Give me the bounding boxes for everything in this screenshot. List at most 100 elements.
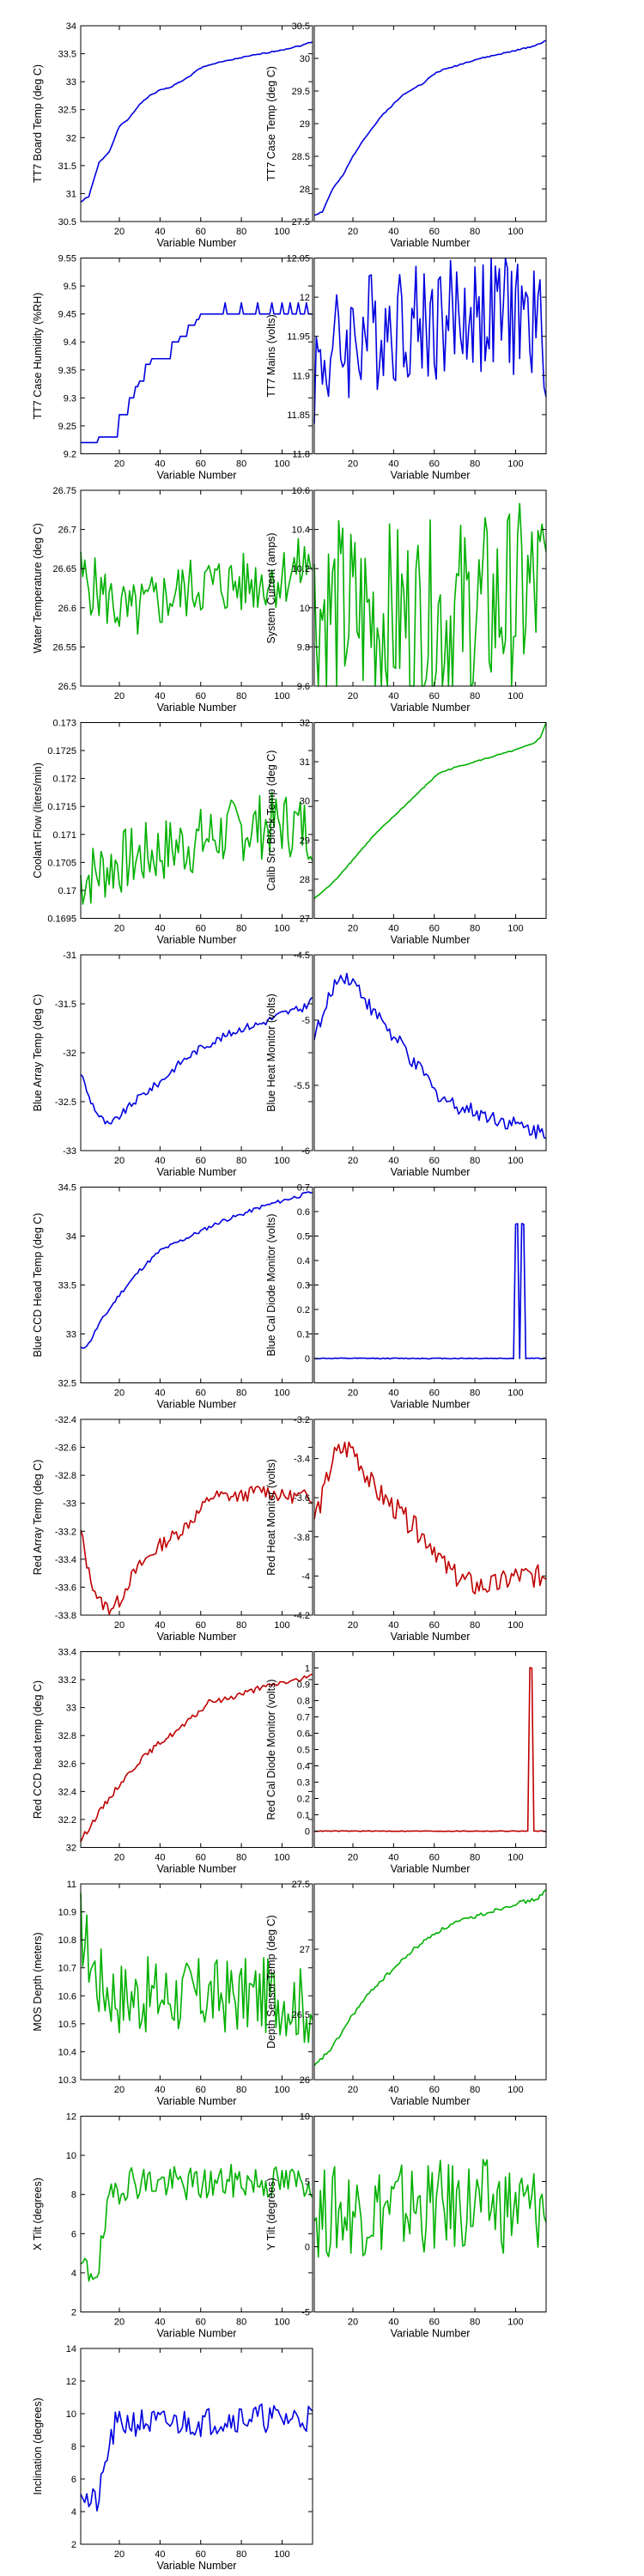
chart-panel-21: 20 40 60 80 100 2 4 6 8 10 12 14 Variable Number Incl… [32, 2344, 313, 2572]
y-axis-label: Blue Heat Monitor (volts) [265, 993, 277, 1112]
x-axis-label: Variable Number [391, 2095, 471, 2107]
x-axis-label: Variable Number [157, 1166, 237, 1178]
y-tick-label: 29 [300, 119, 310, 130]
y-tick-label: 0 [305, 1354, 310, 1364]
y-tick-label: 10.8 [58, 1935, 76, 1946]
x-tick-label: 60 [429, 691, 440, 702]
y-tick-label: 27.5 [292, 217, 310, 228]
plot-frame [313, 1883, 547, 2081]
x-tick-label: 100 [274, 1388, 289, 1399]
y-tick-label: 0.1715 [47, 802, 76, 812]
x-tick-label: 80 [470, 1620, 480, 1631]
y-tick-label: 32.4 [58, 1787, 76, 1797]
y-tick-label: 4 [71, 2269, 76, 2279]
y-tick-label: 34.5 [58, 1183, 76, 1194]
y-tick-label: 0.171 [52, 830, 76, 841]
y-tick-label: 12 [66, 2377, 76, 2387]
y-tick-label: 0 [305, 1827, 310, 1838]
x-tick-label: 20 [348, 1156, 358, 1166]
y-tick-label: -4.2 [294, 1611, 310, 1621]
y-tick-label: 31.5 [58, 161, 76, 172]
y-tick-label: 26.55 [52, 642, 76, 653]
y-tick-label: 0 [305, 2243, 310, 2253]
x-tick-label: 40 [155, 1388, 165, 1399]
y-tick-label: 5 [305, 2178, 310, 2188]
x-tick-label: 60 [429, 2085, 440, 2095]
y-tick-label: 9.35 [58, 366, 76, 376]
y-tick-label: 33 [66, 1704, 76, 1714]
chart-panel-2: 20 40 60 80 10027.52828.52929.53030.5Variabl… [265, 21, 547, 249]
y-tick-label: 33.2 [58, 1675, 76, 1686]
plot-frame [313, 1651, 547, 1848]
x-tick-label: 40 [388, 691, 398, 702]
x-tick-label: 20 [114, 2318, 125, 2328]
y-axis-label: TT7 Case Temp (deg C) [265, 66, 277, 181]
series-line [80, 791, 313, 905]
x-tick-label: 20 [348, 1388, 358, 1399]
x-axis-label: Variable Number [391, 1166, 471, 1178]
y-tick-label: 8 [71, 2190, 76, 2201]
y-tick-label: 28 [300, 185, 310, 195]
y-tick-label: 32 [66, 133, 76, 143]
y-axis-label: TT7 Board Temp (deg C) [32, 64, 44, 183]
y-tick-label: 6 [71, 2229, 76, 2239]
series-line [80, 1893, 313, 2044]
x-tick-label: 100 [274, 227, 289, 237]
x-tick-label: 20 [114, 924, 125, 934]
y-axis-label: Red Cal Diode Monitor (volts) [265, 1680, 277, 1820]
plot-frame [313, 25, 547, 222]
x-tick-label: 100 [274, 459, 289, 470]
y-tick-label: 9.6 [297, 682, 310, 692]
x-axis-label: Variable Number [157, 2095, 237, 2107]
chart-panel-9: 20 40 60 80 100 -33 -32.5 -32 -31.5 -31 Variable N… [32, 951, 313, 1178]
chart-panel-4: 20 40 60 80 10011.811.8511.911.951212.05Vari… [265, 254, 547, 482]
x-tick-label: 60 [196, 691, 206, 702]
x-tick-label: 100 [274, 2318, 289, 2328]
x-tick-label: 40 [155, 227, 165, 237]
y-tick-label: -6 [301, 1146, 310, 1157]
y-tick-label: 2 [71, 2308, 76, 2318]
x-tick-label: 100 [507, 227, 523, 237]
x-tick-label: 60 [196, 2549, 206, 2560]
x-tick-label: 80 [236, 1156, 246, 1166]
series-line [313, 257, 547, 424]
chart-panel-14: 20 40 60 80 100 -4.2 -4 -3.8 -3.6 -3.4 -3.2 Variabl… [265, 1415, 547, 1643]
y-tick-label: 33 [66, 1330, 76, 1340]
y-tick-label: -3.4 [294, 1455, 310, 1465]
y-tick-label: 0.1725 [47, 746, 76, 756]
x-tick-label: 40 [388, 227, 398, 237]
x-tick-label: 60 [196, 2085, 206, 2095]
x-tick-label: 100 [507, 2318, 523, 2328]
y-tick-label: 27 [300, 914, 310, 925]
chart-panel-6: 20 40 60 80 100 9.6 9.8 10 10.2 10.4 10.6 Variable … [265, 486, 547, 714]
x-tick-label: 40 [155, 924, 165, 934]
y-tick-label: -4 [301, 1571, 310, 1582]
y-tick-label: 9.8 [297, 642, 310, 653]
x-tick-label: 20 [114, 1156, 125, 1166]
y-tick-label: 0.5 [297, 1232, 310, 1242]
x-tick-label: 80 [236, 924, 246, 934]
x-tick-label: 40 [155, 1620, 165, 1631]
x-tick-label: 100 [507, 1853, 523, 1863]
x-tick-label: 80 [470, 1388, 480, 1399]
y-tick-label: 33 [66, 77, 76, 88]
y-axis-label: Coolant Flow (liters/min) [32, 762, 44, 878]
y-tick-label: -32.4 [55, 1415, 76, 1425]
chart-panel-3: 20 40 60 80 100 9.2 9.25 9.3 9.35 9.4 9.45 9.5 9.55 V… [32, 254, 313, 482]
plot-frame [80, 722, 313, 919]
series-line [80, 2403, 313, 2512]
x-tick-label: 60 [429, 1620, 440, 1631]
y-tick-label: 0.4 [297, 1762, 310, 1772]
x-axis-label: Variable Number [391, 1631, 471, 1643]
x-axis-label: Variable Number [391, 470, 471, 482]
y-tick-label: 10.7 [58, 1964, 76, 1974]
y-tick-label: -32.6 [55, 1443, 76, 1454]
chart-panel-8: 20 40 60 80 100 27 28 29 30 31 32 Variable Number Ca… [265, 719, 547, 946]
y-tick-label: 11.8 [292, 450, 310, 460]
x-axis-label: Variable Number [391, 1399, 471, 1411]
series-line [313, 722, 547, 900]
y-tick-label: 0.5 [297, 1746, 310, 1756]
x-tick-label: 80 [470, 2085, 480, 2095]
x-axis-label: Variable Number [157, 1399, 237, 1411]
